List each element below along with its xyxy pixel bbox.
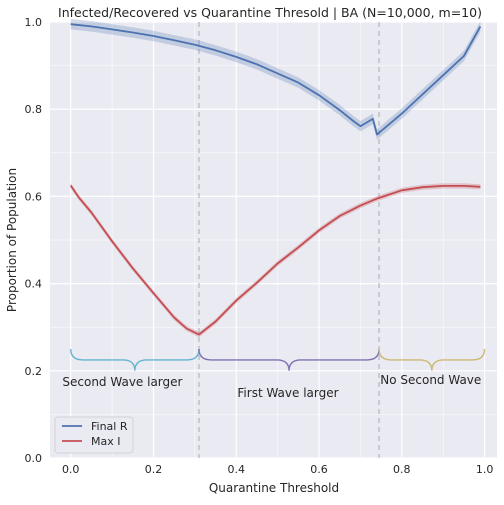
series-band-final-r [70,18,481,140]
region-braces: Second Wave larger First Wave larger No Se… [62,348,486,400]
series-layer [69,18,482,338]
threshold-lines [198,22,380,458]
y-tick-label: 0.8 [25,103,43,116]
x-tick-label: 0.0 [62,463,80,476]
x-tick-label: 0.4 [228,463,246,476]
y-tick-label: 1.0 [25,16,43,29]
region-brace [198,348,380,371]
x-tick-label: 0.8 [393,463,411,476]
series-line-max-i [69,184,481,336]
y-tick-label: 0.0 [25,452,43,465]
region-brace [378,348,486,371]
legend-label-max-i: Max I [91,435,120,448]
chart-title: Infected/Recovered vs Quarantine Thresol… [58,5,482,20]
x-tick-label: 0.6 [310,463,328,476]
y-tick-label: 0.2 [25,365,43,378]
x-axis-label: Quarantine Threshold [209,481,339,495]
axis-ticks: 0.0 0.2 0.4 0.6 0.8 1.0 0.0 0.2 0.4 0.6 0.8 1.0 [25,16,494,476]
y-tick-label: 0.6 [25,190,43,203]
region-brace [69,348,200,371]
x-tick-label: 0.2 [145,463,163,476]
y-tick-label: 0.4 [25,278,43,291]
region-label: Second Wave larger [62,375,182,389]
grid [50,21,497,459]
region-label: First Wave larger [237,386,338,400]
legend: Final R Max I [54,416,134,454]
x-tick-label: 1.0 [476,463,494,476]
series-line-final-r [70,23,482,136]
region-label: No Second Wave [380,373,481,387]
y-axis-label: Proportion of Population [5,168,19,312]
legend-label-final-r: Final R [91,420,128,433]
